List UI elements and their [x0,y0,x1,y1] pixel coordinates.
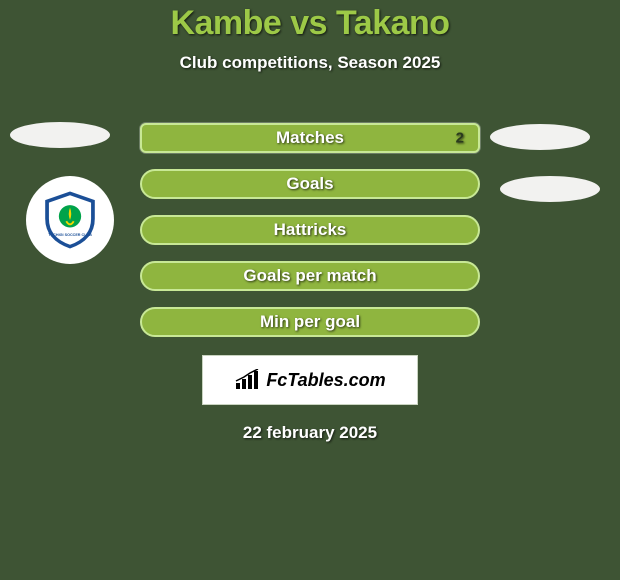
logo-text: FcTables.com [266,370,385,391]
stat-row: Hattricks [140,215,480,245]
date-line: 22 february 2025 [0,423,620,443]
subtitle: Club competitions, Season 2025 [0,53,620,73]
stat-label: Goals per match [142,266,478,286]
stat-row: Goals per match [140,261,480,291]
stat-row: Matches2 [140,123,480,153]
player-left-avatar: TOCHIGI SOCCER CLUB [26,176,114,264]
stat-label: Goals [142,174,478,194]
stat-label: Hattricks [142,220,478,240]
page-title: Kambe vs Takano [0,0,620,43]
player-right-ellipse-2 [500,176,600,202]
club-badge-icon: TOCHIGI SOCCER CLUB [39,189,101,251]
stat-label: Matches [142,128,478,148]
player-right-ellipse-1 [490,124,590,150]
fctables-logo: FcTables.com [202,355,418,405]
bar-chart-icon [234,369,262,391]
stat-row: Goals [140,169,480,199]
title-vs: vs [290,4,327,42]
stat-value-right: 2 [456,130,464,147]
title-right: Takano [336,4,450,42]
svg-text:TOCHIGI SOCCER CLUB: TOCHIGI SOCCER CLUB [48,233,92,237]
player-left-ellipse-1 [10,122,110,148]
stat-row: Min per goal [140,307,480,337]
title-left: Kambe [170,4,281,42]
stat-label: Min per goal [142,312,478,332]
